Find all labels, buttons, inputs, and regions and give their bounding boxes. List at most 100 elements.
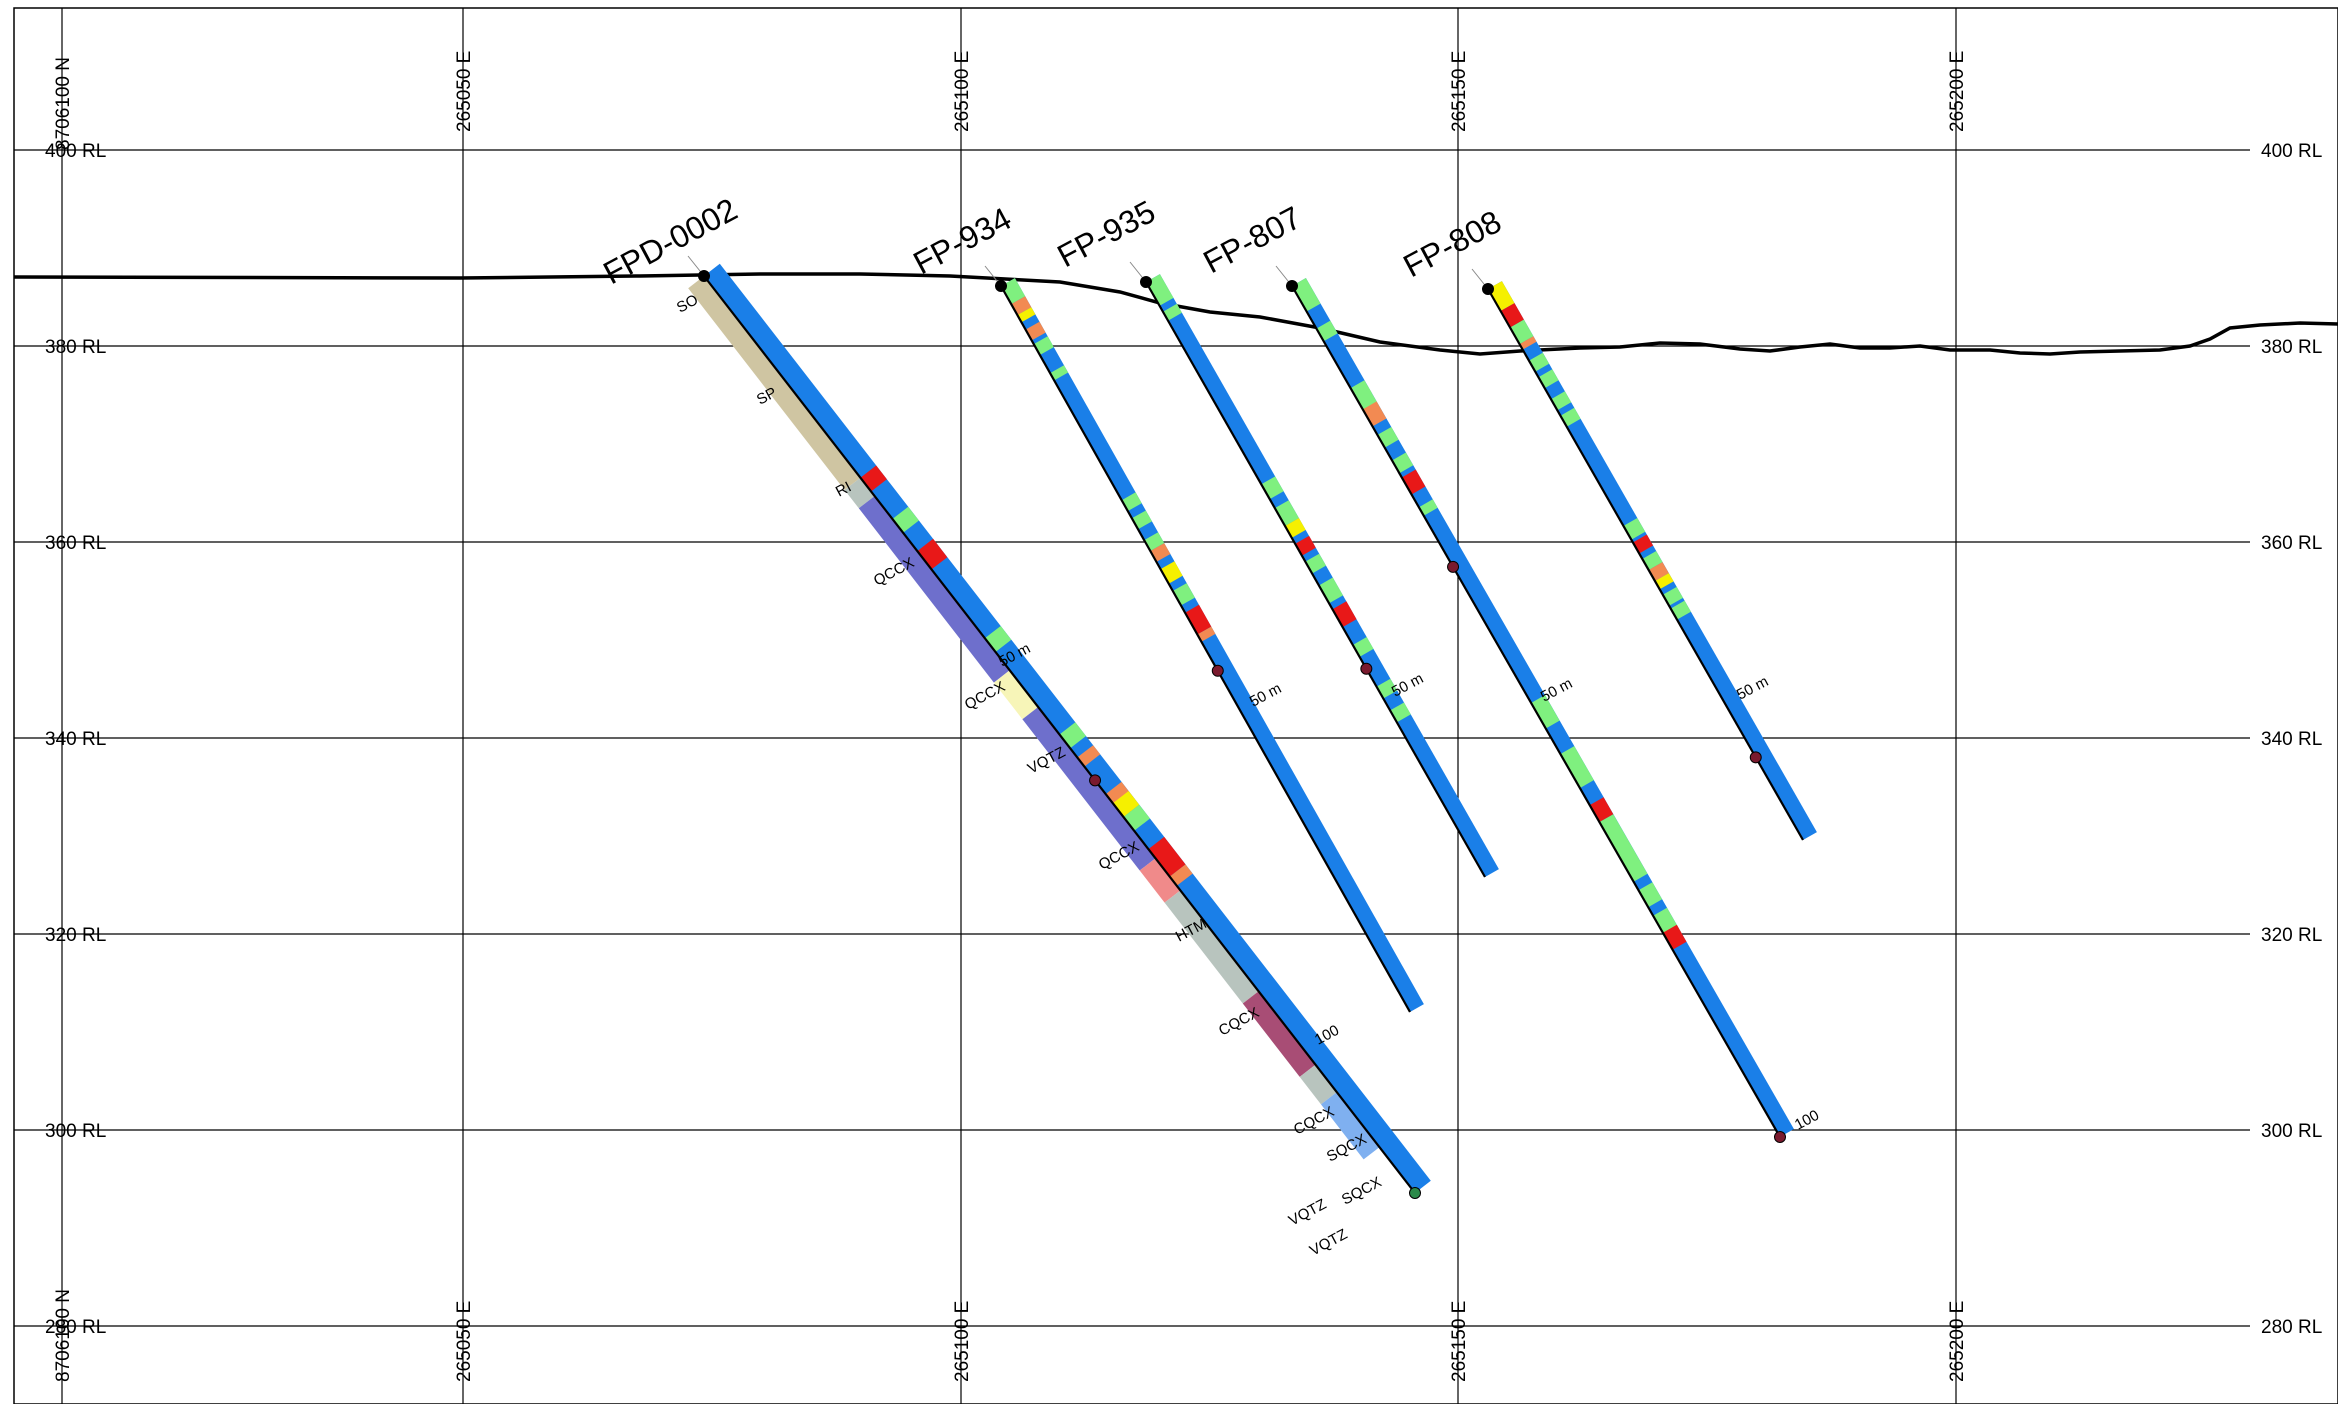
assay-interval xyxy=(1599,814,1648,882)
assay-interval xyxy=(1146,274,1174,306)
easting-label-top-4: 265200 E xyxy=(1947,51,1968,132)
depth-marker xyxy=(1089,774,1102,787)
collar-marker xyxy=(1140,276,1152,288)
assay-interval xyxy=(1670,600,1691,620)
assay-interval xyxy=(1011,296,1032,315)
assay-interval xyxy=(1033,336,1054,355)
lithology-interval xyxy=(1139,858,1181,903)
rl-label-380-left: 380 RL xyxy=(45,337,106,358)
assay-interval xyxy=(1531,695,1560,729)
assay-interval xyxy=(1292,278,1321,312)
assay-interval xyxy=(1418,499,1438,516)
assay-interval xyxy=(1538,369,1559,389)
hole-trace xyxy=(1145,281,1486,878)
rl-gridlines xyxy=(14,149,2250,1327)
assay-interval xyxy=(917,538,948,570)
assay-interval xyxy=(1529,352,1550,372)
assay-strip xyxy=(1001,278,1424,1013)
rl-label-280-right: 280 RL xyxy=(2261,1317,2322,1338)
rl-label-320-right: 320 RL xyxy=(2261,925,2322,946)
assay-interval xyxy=(1050,365,1069,381)
assay-interval xyxy=(1332,601,1357,628)
hole-trace xyxy=(1291,285,1781,1138)
assay-interval xyxy=(1589,797,1614,823)
hole-trace xyxy=(1000,285,1411,1013)
easting-label-bottom-2: 265100 E xyxy=(952,1301,973,1382)
assay-interval xyxy=(1017,307,1036,323)
rl-label-300-left: 300 RL xyxy=(45,1121,106,1142)
easting-label-bottom-4: 265200 E xyxy=(1947,1301,1968,1382)
depth-marker xyxy=(1447,560,1460,573)
assay-interval xyxy=(1025,321,1046,341)
easting-label-bottom-0: 8706100 N xyxy=(53,1289,74,1382)
rl-label-380-right: 380 RL xyxy=(2261,337,2322,358)
assay-interval xyxy=(1185,604,1212,635)
rl-label-400-left: 400 RL xyxy=(45,141,106,162)
assay-interval xyxy=(1274,500,1299,526)
assay-interval xyxy=(1148,836,1186,877)
lithology-interval xyxy=(688,276,861,490)
assay-interval xyxy=(1662,586,1683,606)
assay-interval xyxy=(1560,407,1581,427)
assay-interval xyxy=(1362,401,1387,427)
lithology-interval xyxy=(1242,991,1316,1077)
assay-interval xyxy=(1519,336,1537,350)
lithology-interval xyxy=(993,670,1039,720)
rl-label-300-right: 300 RL xyxy=(2261,1121,2322,1142)
assay-interval xyxy=(1648,562,1669,581)
assay-interval xyxy=(1500,303,1524,328)
topography-line xyxy=(13,272,2338,356)
assay-interval xyxy=(1150,543,1171,562)
lithology-interval xyxy=(844,477,875,509)
assay-interval xyxy=(1560,746,1594,789)
rl-label-280-left: 280 RL xyxy=(45,1317,106,1338)
assay-interval xyxy=(1131,510,1152,530)
assay-interval xyxy=(1077,745,1101,767)
collar-marker xyxy=(995,280,1007,292)
easting-gridlines xyxy=(61,8,1957,1404)
assay-interval xyxy=(1638,882,1663,908)
depth-marker xyxy=(1749,751,1762,764)
easting-label-top-1: 265050 E xyxy=(454,51,475,132)
assay-interval xyxy=(1662,924,1687,950)
collar-marker xyxy=(698,270,710,282)
assay-interval xyxy=(1197,626,1216,642)
rl-label-320-left: 320 RL xyxy=(45,925,106,946)
easting-label-top-0: 8706100 N xyxy=(53,57,74,150)
lithology-interval xyxy=(1321,1092,1380,1160)
rl-label-400-right: 400 RL xyxy=(2261,141,2322,162)
assay-interval xyxy=(1121,492,1142,512)
hole-end-marker xyxy=(1409,1187,1421,1199)
collar-marker xyxy=(1482,283,1494,295)
rl-label-360-left: 360 RL xyxy=(45,533,106,554)
lithology-interval xyxy=(1164,890,1259,1004)
assay-interval xyxy=(1510,319,1534,345)
lithology-interval xyxy=(1299,1064,1337,1105)
assay-interval xyxy=(1655,573,1674,590)
hole-trace xyxy=(1487,288,1804,841)
assay-interval xyxy=(1144,532,1165,551)
assay-interval xyxy=(1169,864,1193,886)
collar-marker xyxy=(1286,280,1298,292)
rl-label-340-left: 340 RL xyxy=(45,729,106,750)
easting-label-bottom-3: 265150 E xyxy=(1449,1301,1470,1382)
hole-trace xyxy=(703,275,1416,1194)
assay-strip xyxy=(704,263,1431,1193)
assay-interval xyxy=(1488,281,1515,311)
assay-strip xyxy=(1146,274,1499,878)
easting-label-bottom-1: 265050 E xyxy=(454,1301,475,1382)
rl-label-340-right: 340 RL xyxy=(2261,729,2322,750)
assay-interval xyxy=(1401,469,1426,495)
lithology-label: RI xyxy=(833,478,854,500)
easting-label-top-2: 265100 E xyxy=(952,51,973,132)
depth-marker xyxy=(1211,664,1224,677)
assay-interval xyxy=(1163,303,1182,321)
easting-label-top-3: 265150 E xyxy=(1449,51,1470,132)
assay-interval xyxy=(1632,534,1654,554)
lithology-interval xyxy=(858,496,1010,683)
lithology-interval xyxy=(1022,707,1156,871)
hole-end-marker xyxy=(1774,1131,1786,1143)
depth-marker xyxy=(1360,662,1373,675)
assay-interval xyxy=(1642,551,1663,570)
